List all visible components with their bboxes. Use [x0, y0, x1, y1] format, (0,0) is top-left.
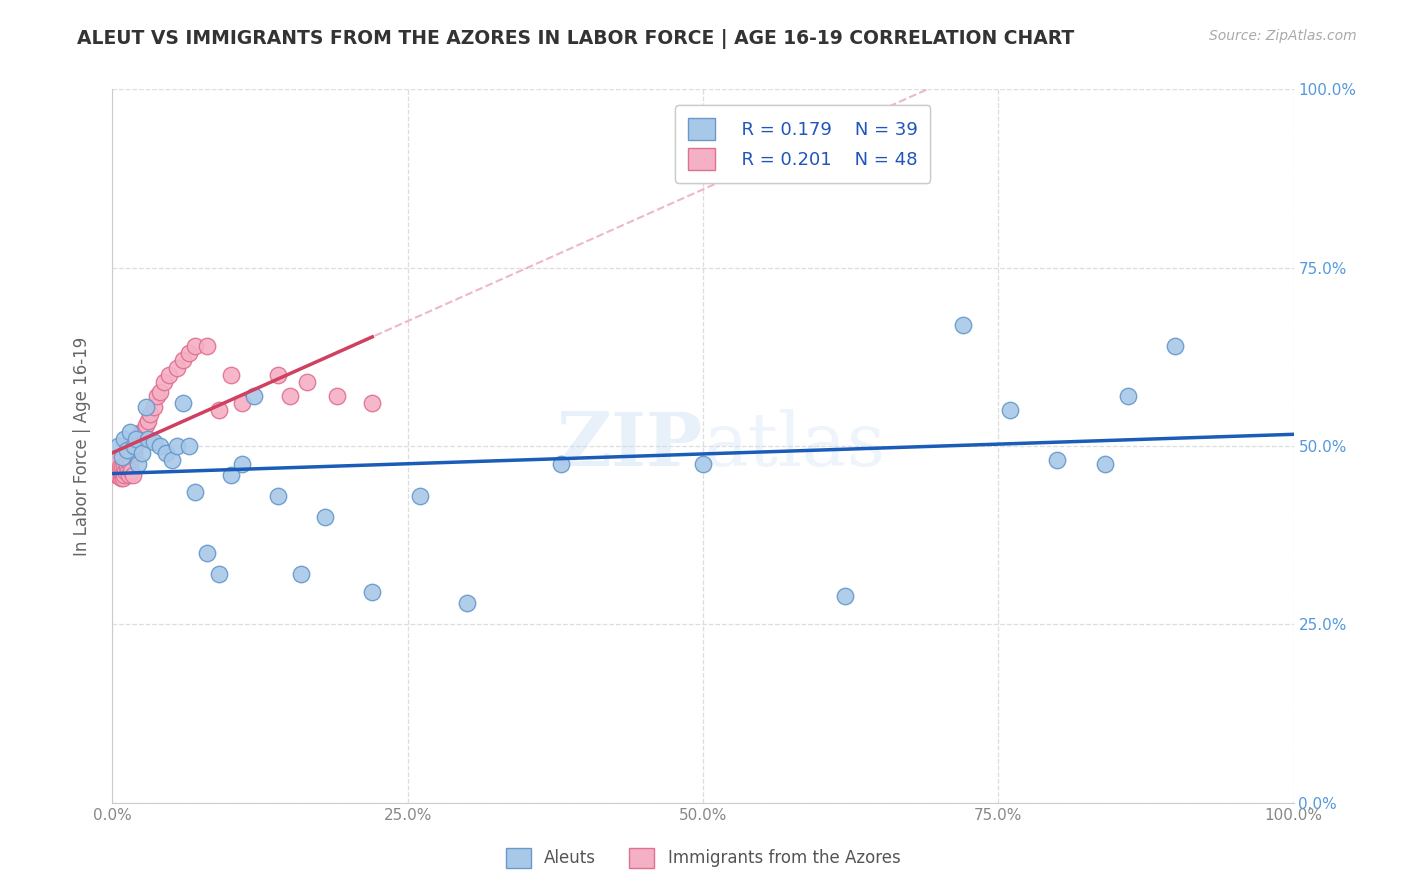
- Point: [219, 467, 242, 482]
- Point: [998, 403, 1021, 417]
- Point: [142, 400, 165, 414]
- Point: [120, 425, 142, 439]
- Point: [115, 460, 138, 475]
- Point: [290, 567, 312, 582]
- Point: [157, 368, 180, 382]
- Point: [166, 360, 188, 375]
- Text: Source: ZipAtlas.com: Source: ZipAtlas.com: [1209, 29, 1357, 43]
- Point: [166, 439, 188, 453]
- Point: [172, 396, 194, 410]
- Point: [112, 467, 135, 482]
- Point: [120, 457, 142, 471]
- Point: [112, 471, 135, 485]
- Point: [135, 417, 157, 432]
- Legend: Aleuts, Immigrants from the Azores: Aleuts, Immigrants from the Azores: [499, 841, 907, 875]
- Point: [129, 425, 152, 439]
- Y-axis label: In Labor Force | Age 16-19: In Labor Force | Age 16-19: [73, 336, 91, 556]
- Legend:   R = 0.179    N = 39,   R = 0.201    N = 48: R = 0.179 N = 39, R = 0.201 N = 48: [675, 105, 931, 183]
- Point: [184, 485, 207, 500]
- Point: [115, 453, 138, 467]
- Point: [117, 464, 139, 478]
- Point: [1046, 453, 1069, 467]
- Point: [127, 457, 149, 471]
- Point: [231, 396, 253, 410]
- Point: [314, 510, 336, 524]
- Point: [142, 435, 165, 450]
- Point: [231, 457, 253, 471]
- Point: [1116, 389, 1139, 403]
- Text: ALEUT VS IMMIGRANTS FROM THE AZORES IN LABOR FORCE | AGE 16-19 CORRELATION CHART: ALEUT VS IMMIGRANTS FROM THE AZORES IN L…: [77, 29, 1074, 48]
- Point: [195, 546, 218, 560]
- Point: [131, 446, 153, 460]
- Point: [208, 403, 231, 417]
- Point: [219, 368, 242, 382]
- Point: [208, 567, 231, 582]
- Point: [135, 400, 157, 414]
- Point: [550, 457, 572, 471]
- Point: [127, 432, 149, 446]
- Point: [124, 439, 146, 453]
- Point: [112, 460, 135, 475]
- Point: [104, 457, 127, 471]
- Point: [195, 339, 218, 353]
- Point: [326, 389, 349, 403]
- Point: [834, 589, 856, 603]
- Point: [132, 425, 155, 439]
- Point: [105, 453, 128, 467]
- Point: [160, 453, 183, 467]
- Point: [125, 432, 148, 446]
- Point: [361, 396, 384, 410]
- Point: [107, 467, 129, 482]
- Point: [172, 353, 194, 368]
- Point: [111, 450, 134, 464]
- Text: atlas: atlas: [703, 409, 886, 483]
- Point: [112, 432, 135, 446]
- Point: [108, 460, 131, 475]
- Point: [179, 346, 201, 360]
- Point: [1094, 457, 1116, 471]
- Point: [153, 375, 176, 389]
- Point: [115, 442, 138, 457]
- Point: [297, 375, 319, 389]
- Point: [267, 368, 290, 382]
- Text: ZIP: ZIP: [557, 409, 703, 483]
- Point: [149, 385, 172, 400]
- Point: [952, 318, 974, 332]
- Point: [111, 460, 134, 475]
- Point: [456, 596, 478, 610]
- Point: [105, 467, 128, 482]
- Point: [146, 389, 169, 403]
- Point: [361, 585, 384, 599]
- Point: [278, 389, 301, 403]
- Point: [267, 489, 290, 503]
- Point: [136, 432, 159, 446]
- Point: [243, 389, 266, 403]
- Point: [120, 464, 142, 478]
- Point: [114, 464, 136, 478]
- Point: [1164, 339, 1187, 353]
- Point: [179, 439, 201, 453]
- Point: [184, 339, 207, 353]
- Point: [110, 471, 132, 485]
- Point: [155, 446, 177, 460]
- Point: [136, 414, 159, 428]
- Point: [692, 457, 714, 471]
- Point: [121, 467, 143, 482]
- Point: [127, 435, 149, 450]
- Point: [125, 432, 148, 446]
- Point: [139, 407, 162, 421]
- Point: [149, 439, 172, 453]
- Point: [408, 489, 430, 503]
- Point: [111, 467, 134, 482]
- Point: [122, 439, 145, 453]
- Point: [118, 467, 141, 482]
- Point: [122, 446, 145, 460]
- Point: [105, 464, 128, 478]
- Point: [107, 439, 129, 453]
